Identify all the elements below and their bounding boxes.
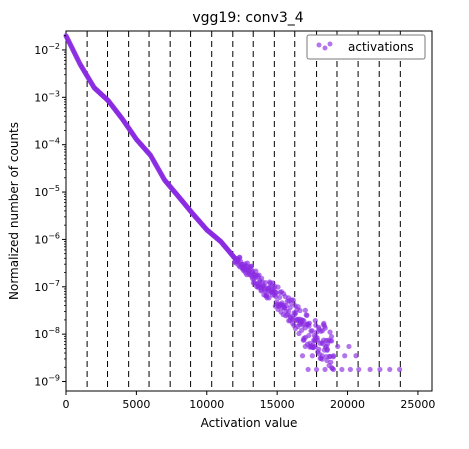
activation-tail-point [323, 343, 330, 350]
activation-tail-point [319, 353, 325, 359]
activation-point [290, 297, 296, 303]
activation-tail-point [301, 337, 307, 343]
y-tick-exponent: −2 [48, 42, 60, 51]
legend-marker-icon [322, 45, 328, 51]
legend-label: activations [348, 40, 414, 54]
chart-title: vgg19: conv3_4 [192, 10, 303, 26]
activation-point [301, 318, 307, 324]
activation-point [285, 309, 292, 315]
legend-box [306, 34, 426, 60]
activation-point [306, 332, 312, 339]
y-tick-exponent: −7 [48, 279, 60, 288]
activation-point [329, 338, 335, 344]
plot-area: 0 5000 10000 15000 20000 25000 10−2 10−3 10−4 10−… [34, 30, 435, 411]
x-tick-label: 0 [63, 398, 70, 411]
activation-point [302, 307, 308, 313]
activation-tail-point [346, 343, 352, 350]
activation-tail-point [342, 353, 348, 359]
activation-point [309, 328, 315, 334]
legend-marker-icon [327, 41, 333, 47]
activation-point [327, 329, 333, 335]
activation-tail-point [311, 337, 317, 343]
y-tick-label: 10−6 [34, 231, 60, 246]
activation-tail-point [347, 366, 353, 373]
y-tick-label: 10−7 [34, 279, 60, 294]
activation-tail-point [339, 366, 345, 373]
activation-point [275, 284, 281, 290]
activation-tail-point [330, 366, 337, 373]
activation-tail-point [330, 353, 337, 359]
legend-marker-icon [316, 42, 322, 48]
activation-tail-point [335, 343, 341, 350]
activation-tail-point [313, 366, 320, 373]
y-tick-exponent: −6 [48, 231, 60, 240]
activation-tail-point [356, 366, 362, 373]
activation-point [244, 260, 251, 266]
plot-frame [65, 30, 433, 392]
y-tick-label: 10−3 [34, 89, 60, 104]
activation-point [259, 275, 265, 281]
x-tick-label: 20000 [330, 398, 365, 411]
activation-tail-point [312, 343, 318, 350]
activation-point [304, 312, 310, 318]
activation-point [253, 268, 259, 274]
y-tick-label: 10−5 [34, 184, 60, 199]
activation-tail-point [309, 353, 315, 359]
activation-tail-point [305, 366, 311, 373]
x-tick-label: 15000 [260, 398, 295, 411]
activation-point [276, 294, 283, 301]
activation-tail-point [397, 366, 403, 373]
y-tick-exponent: −8 [48, 326, 60, 335]
activation-tail-point [299, 353, 306, 359]
y-tick-exponent: −3 [48, 89, 60, 98]
legend: activations [306, 34, 426, 60]
y-axis-label: Normalized number of counts [7, 122, 21, 300]
activation-point [262, 279, 269, 286]
activation-point [322, 325, 328, 331]
activation-tail-point [322, 366, 328, 373]
activation-tail-point [367, 366, 373, 373]
activation-tail-point [321, 337, 327, 343]
x-tick-label: 25000 [400, 398, 435, 411]
y-tick-label: 10−2 [34, 42, 60, 57]
activation-point [297, 307, 303, 314]
activation-point [328, 333, 335, 340]
x-axis-label: Activation value [201, 416, 298, 430]
activation-tail-point [353, 353, 359, 359]
y-tick-exponent: −4 [48, 137, 60, 146]
data-points-layer [63, 33, 403, 373]
activation-tail-point [302, 343, 308, 350]
activation-point [287, 305, 293, 311]
activation-point [273, 289, 279, 296]
activation-point [283, 303, 289, 309]
activation-point [312, 318, 318, 324]
axes-layer: 0 5000 10000 15000 20000 25000 10−2 10−3 10−4 10−… [34, 35, 435, 411]
y-tick-label: 10−8 [34, 326, 60, 341]
activation-point [328, 359, 334, 365]
activation-point [316, 346, 322, 352]
y-tick-exponent: −5 [48, 184, 60, 193]
activation-point [306, 320, 313, 326]
activation-tail-point [377, 366, 383, 373]
activation-point [290, 315, 296, 321]
y-tick-exponent: −9 [48, 374, 60, 383]
y-tick-label: 10−9 [34, 374, 60, 389]
y-tick-label: 10−4 [34, 137, 60, 152]
x-tick-label: 10000 [189, 398, 224, 411]
activation-point [266, 295, 272, 301]
activation-tail-point [387, 366, 393, 373]
x-tick-label: 5000 [122, 398, 150, 411]
